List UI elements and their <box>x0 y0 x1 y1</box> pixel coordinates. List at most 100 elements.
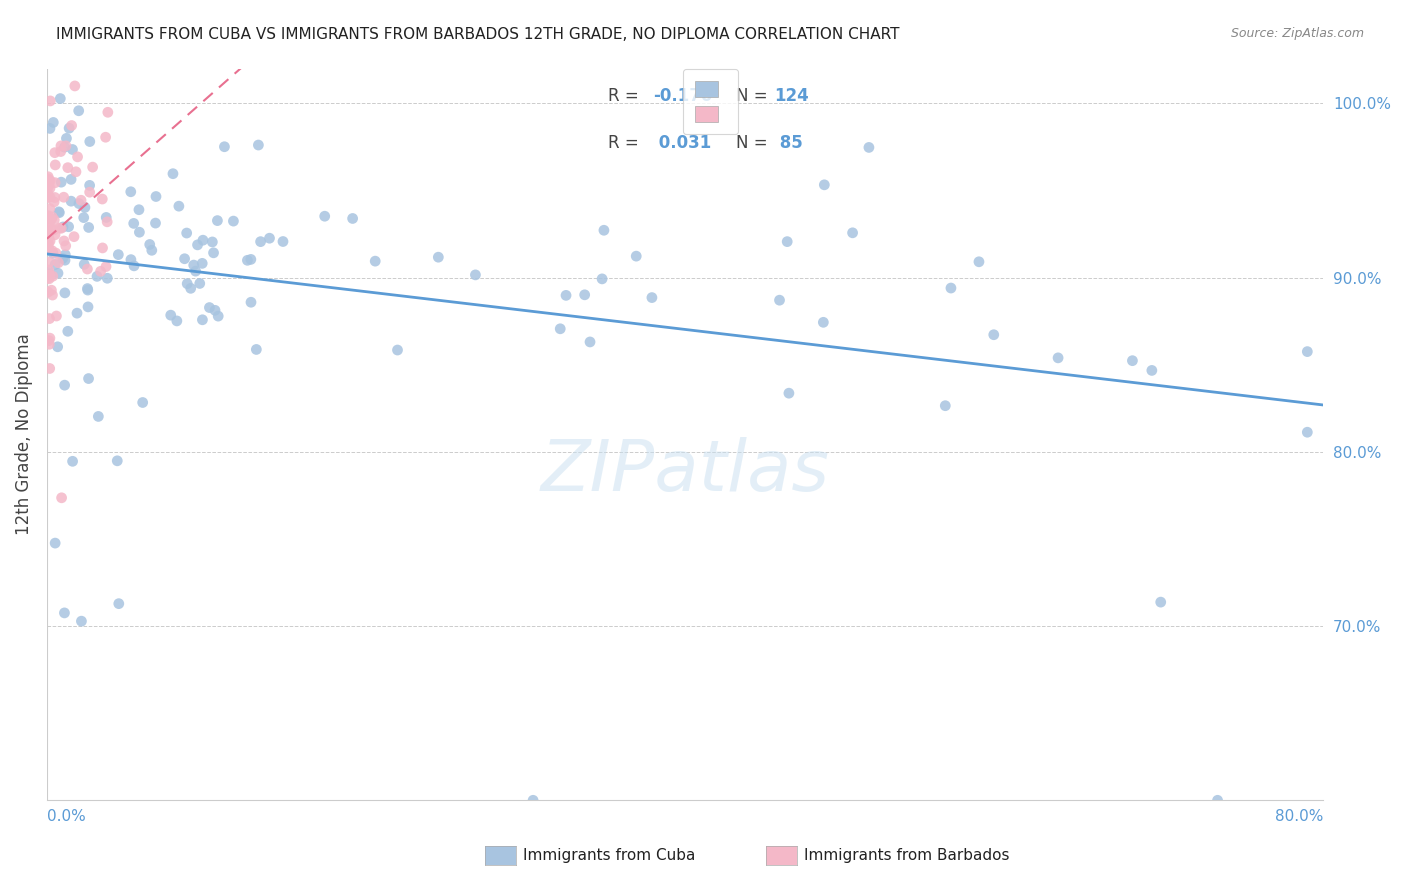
Point <box>38 361 60 376</box>
Point <box>145 216 167 230</box>
Point <box>37 285 59 299</box>
Point <box>38 337 60 351</box>
Point <box>37 271 59 285</box>
Point <box>53 606 76 620</box>
Point <box>37 225 59 239</box>
Point <box>37 230 59 244</box>
Point <box>53 253 76 268</box>
Point <box>1047 351 1070 365</box>
Point <box>70 194 93 208</box>
Point <box>37 191 59 205</box>
Point <box>62 143 84 157</box>
Point <box>187 238 209 252</box>
Point <box>55 139 77 153</box>
Point <box>176 277 198 291</box>
Point <box>56 161 79 175</box>
Point <box>91 192 114 206</box>
Text: R =: R = <box>609 135 644 153</box>
Point <box>48 256 70 270</box>
Point <box>107 597 129 611</box>
Point <box>38 331 60 345</box>
Text: IMMIGRANTS FROM CUBA VS IMMIGRANTS FROM BARBADOS 12TH GRADE, NO DIPLOMA CORRELAT: IMMIGRANTS FROM CUBA VS IMMIGRANTS FROM … <box>56 27 900 42</box>
Point <box>96 215 118 229</box>
Point <box>183 258 205 272</box>
Point <box>46 266 69 280</box>
Text: R =: R = <box>609 87 644 105</box>
Point <box>122 259 145 273</box>
Point <box>128 202 150 217</box>
Point <box>236 253 259 268</box>
Text: -0.170: -0.170 <box>654 87 713 105</box>
Point <box>44 158 66 172</box>
Point <box>37 235 59 249</box>
Point <box>51 491 73 505</box>
Text: 0.0%: 0.0% <box>46 809 86 824</box>
Point <box>55 239 77 253</box>
Text: 0.031: 0.031 <box>654 135 711 153</box>
Point <box>201 235 224 249</box>
Point <box>44 190 66 204</box>
Text: 80.0%: 80.0% <box>1275 809 1323 824</box>
Point <box>63 78 86 93</box>
Point <box>271 235 294 249</box>
Point <box>66 150 89 164</box>
Point <box>82 160 104 174</box>
Point <box>574 288 596 302</box>
Point <box>38 190 60 204</box>
Point <box>239 252 262 267</box>
Point <box>38 263 60 277</box>
Point <box>97 105 120 120</box>
Point <box>37 209 59 223</box>
Text: Immigrants from Cuba: Immigrants from Cuba <box>523 848 696 863</box>
Text: 85: 85 <box>775 135 803 153</box>
Point <box>67 196 90 211</box>
Point <box>41 212 63 227</box>
Point <box>44 145 66 160</box>
Point <box>120 252 142 267</box>
Point <box>214 140 236 154</box>
Point <box>55 131 77 145</box>
Point <box>52 219 75 234</box>
Point <box>38 255 60 269</box>
Point <box>934 399 956 413</box>
Point <box>37 268 59 283</box>
Point <box>37 182 59 196</box>
Point <box>94 130 117 145</box>
Point <box>841 226 863 240</box>
Point <box>56 324 79 338</box>
Point <box>122 216 145 230</box>
Point <box>813 315 835 329</box>
Point <box>198 301 221 315</box>
Point <box>37 236 59 251</box>
Point <box>63 229 86 244</box>
Point <box>41 288 63 302</box>
Point <box>77 371 100 385</box>
Point <box>46 340 69 354</box>
Point <box>1206 793 1229 807</box>
Point <box>138 237 160 252</box>
Point <box>38 268 60 283</box>
Point <box>87 409 110 424</box>
Point <box>79 185 101 199</box>
Point <box>41 223 63 237</box>
Point <box>245 343 267 357</box>
Point <box>37 169 59 184</box>
Point <box>37 216 59 230</box>
Point <box>38 177 60 191</box>
Point <box>52 252 75 266</box>
Point <box>38 230 60 244</box>
Point <box>91 241 114 255</box>
Point <box>191 256 214 270</box>
Point <box>44 536 66 550</box>
Point <box>555 288 578 302</box>
Point <box>41 244 63 258</box>
Point <box>1150 595 1173 609</box>
Point <box>62 454 84 468</box>
Point <box>76 262 98 277</box>
Point <box>967 254 990 268</box>
Point <box>53 285 76 300</box>
Point <box>42 246 65 260</box>
Point <box>60 194 83 209</box>
Point <box>67 103 90 118</box>
Point <box>1140 363 1163 377</box>
